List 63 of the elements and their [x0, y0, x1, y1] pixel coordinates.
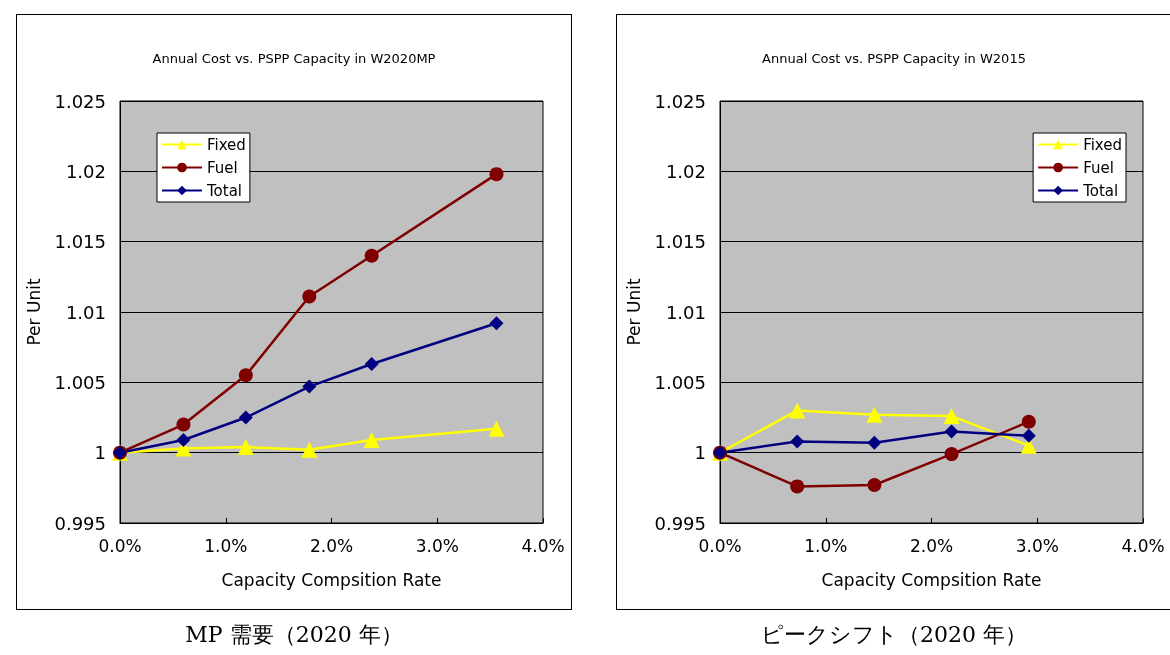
- point: [943, 408, 960, 425]
- y-tick-label: 1.015: [54, 231, 106, 253]
- x-tick-label: 1.0%: [204, 535, 248, 556]
- y-tick-label: 1.02: [65, 160, 106, 182]
- text: ピークシフト（2020 年）: [760, 621, 1028, 649]
- point: [176, 433, 191, 448]
- y-tick-label: 1.02: [665, 160, 706, 182]
- point: [790, 434, 805, 449]
- y-tick-label: 1.025: [654, 90, 706, 112]
- x-tick-label: 1.0%: [804, 535, 848, 556]
- x-tick-label: 4.0%: [521, 535, 565, 556]
- x-axis-title: Capacity Compsition Rate: [821, 569, 1042, 590]
- point: [488, 420, 505, 437]
- y-tick-label: 1.005: [54, 371, 106, 393]
- point: [238, 368, 253, 383]
- y-tick-label: 1.005: [654, 371, 706, 393]
- y-tick-label: 1.01: [665, 301, 706, 323]
- point: [789, 402, 806, 419]
- y-axis-title: Per Unit: [23, 278, 44, 346]
- legend-label: Fixed: [207, 135, 246, 154]
- point: [176, 417, 191, 432]
- point: [237, 439, 254, 456]
- point: [1021, 428, 1036, 443]
- x-axis-title: Capacity Compsition Rate: [221, 569, 442, 590]
- x-tick-label: 0.0%: [98, 535, 142, 556]
- y-tick-label: 1: [94, 442, 106, 464]
- point: [867, 478, 882, 493]
- y-tick-label: 1.01: [65, 301, 106, 323]
- y-tick-label: 1.025: [54, 90, 106, 112]
- x-tick-label: 4.0%: [1121, 535, 1165, 556]
- point: [944, 424, 959, 439]
- legend-label: Fuel: [1083, 158, 1114, 177]
- point: [790, 479, 805, 494]
- point: [302, 289, 317, 304]
- point: [364, 248, 379, 263]
- legend-label: Fuel: [207, 158, 238, 177]
- point: [301, 441, 318, 458]
- point: [489, 316, 504, 331]
- legend-label: Fixed: [1083, 135, 1123, 154]
- point: [302, 379, 317, 394]
- y-tick-label: 0.995: [54, 512, 106, 534]
- chart-title: Annual Cost vs. PSPP Capacity in W2020MP: [152, 51, 436, 66]
- point: [364, 357, 379, 372]
- y-axis-title: Per Unit: [623, 278, 644, 346]
- legend-label: Total: [206, 181, 243, 200]
- y-tick-label: 1: [694, 442, 706, 464]
- x-tick-label: 2.0%: [309, 535, 354, 556]
- x-tick-label: 3.0%: [1015, 535, 1059, 556]
- y-tick-label: 0.995: [654, 512, 706, 534]
- legend-label: Total: [1082, 181, 1119, 200]
- x-tick-label: 2.0%: [909, 535, 954, 556]
- y-tick-label: 1.015: [654, 231, 706, 253]
- point: [867, 435, 882, 450]
- chart-title: Annual Cost vs. PSPP Capacity in W2015: [762, 51, 1026, 66]
- point: [238, 410, 253, 425]
- point: [489, 167, 504, 182]
- point: [944, 447, 959, 462]
- point: [1021, 414, 1036, 429]
- point: [866, 406, 883, 423]
- x-tick-label: 3.0%: [415, 535, 459, 556]
- x-tick-label: 0.0%: [698, 535, 742, 556]
- point: [363, 432, 380, 449]
- text: MP 需要（2020 年）: [184, 621, 404, 649]
